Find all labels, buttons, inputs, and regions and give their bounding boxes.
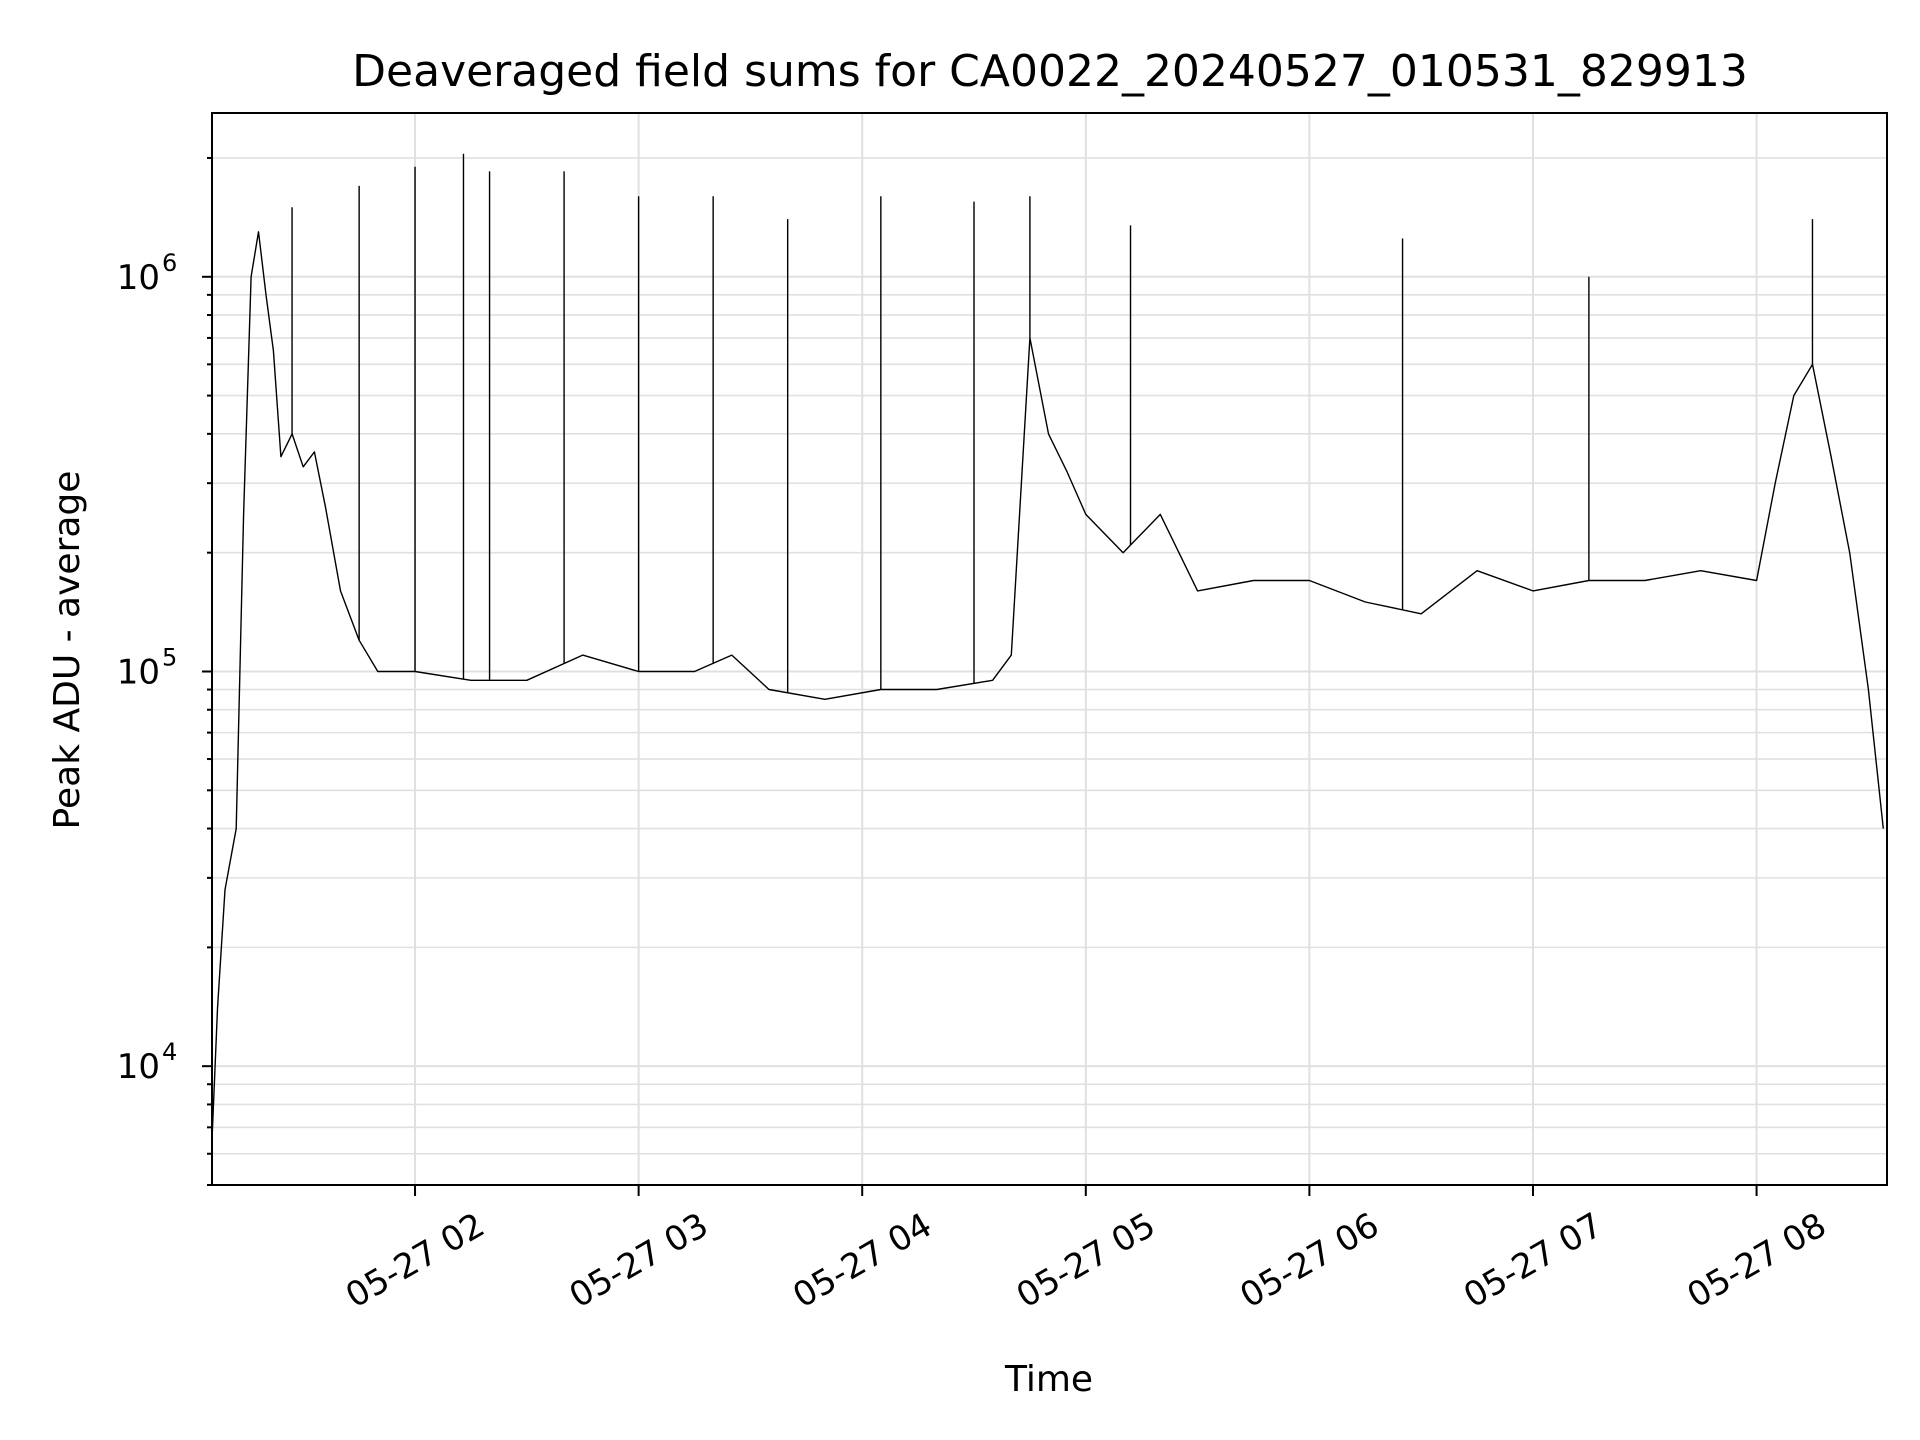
y-tick-label: 10: [117, 1047, 160, 1087]
x-axis-label: Time: [1004, 1359, 1093, 1400]
y-tick-label-exponent: 6: [162, 249, 177, 277]
y-axis-label: Peak ADU - average: [47, 471, 88, 830]
y-tick-label-exponent: 5: [162, 643, 177, 671]
y-tick-label-exponent: 4: [162, 1038, 177, 1066]
plot-frame: [211, 112, 1888, 1186]
chart-title: Deaveraged field sums for CA0022_2024052…: [352, 46, 1748, 97]
y-tick-label: 10: [117, 258, 160, 298]
plot-area: [212, 153, 1884, 1141]
grid: [212, 113, 1887, 1186]
y-tick-label: 10: [117, 652, 160, 692]
